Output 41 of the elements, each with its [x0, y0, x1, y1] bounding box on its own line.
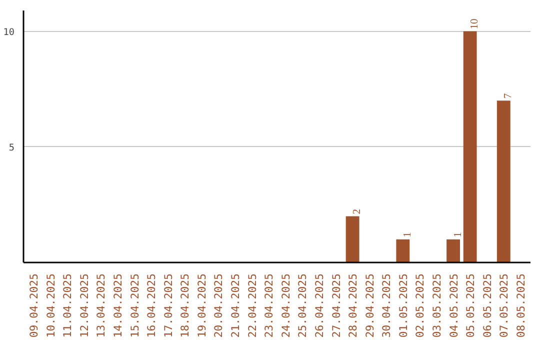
x-tick-label: 22.04.2025 — [246, 274, 259, 338]
x-tick-label: 11.04.2025 — [61, 274, 74, 338]
x-tick-label: 24.04.2025 — [279, 274, 292, 338]
x-tick-label: 16.04.2025 — [145, 274, 158, 338]
data-label: 7 — [503, 92, 514, 99]
x-tick-label: 30.04.2025 — [380, 274, 394, 338]
bar — [463, 31, 477, 262]
x-tick-label: 03.05.2025 — [430, 274, 444, 338]
data-label: 1 — [402, 232, 414, 238]
x-tick-label: 28.04.2025 — [346, 274, 360, 338]
data-label: 1 — [452, 232, 464, 238]
x-tick-label: 08.05.2025 — [514, 274, 528, 338]
bar — [496, 100, 510, 262]
bar — [346, 216, 360, 262]
x-tick-label: 05.05.2025 — [464, 274, 478, 338]
x-tick-label: 20.04.2025 — [212, 274, 226, 338]
x-tick-label: 06.05.2025 — [480, 274, 494, 338]
x-tick-label: 25.04.2025 — [296, 274, 310, 338]
x-tick-label: 13.04.2025 — [94, 274, 108, 338]
x-tick-label: 09.04.2025 — [28, 274, 41, 338]
x-tick-label: 14.04.2025 — [112, 274, 125, 338]
x-tick-label: 17.04.2025 — [162, 274, 175, 338]
x-tick-label: 15.04.2025 — [128, 274, 142, 338]
y-tick-label: 5 — [8, 142, 15, 154]
data-label: 10 — [470, 18, 481, 30]
x-tick-label: 23.04.2025 — [262, 274, 276, 338]
x-tick-label: 01.05.2025 — [396, 274, 410, 338]
bar — [396, 239, 410, 262]
x-tick-label: 19.04.2025 — [195, 274, 208, 338]
bar — [446, 239, 460, 262]
x-tick-label: 04.05.2025 — [447, 274, 460, 338]
x-tick-label: 12.04.2025 — [78, 274, 91, 338]
x-tick-label: 10.04.2025 — [44, 274, 58, 338]
x-tick-label: 07.05.2025 — [498, 274, 511, 338]
x-tick-label: 21.04.2025 — [229, 274, 242, 338]
x-tick-label: 26.04.2025 — [312, 274, 326, 338]
x-tick-label: 29.04.2025 — [363, 274, 376, 338]
x-tick-label: 27.04.2025 — [330, 274, 343, 338]
x-tick-label: 02.05.2025 — [414, 274, 427, 338]
data-label: 2 — [352, 208, 364, 214]
x-tick-label: 18.04.2025 — [178, 274, 192, 338]
